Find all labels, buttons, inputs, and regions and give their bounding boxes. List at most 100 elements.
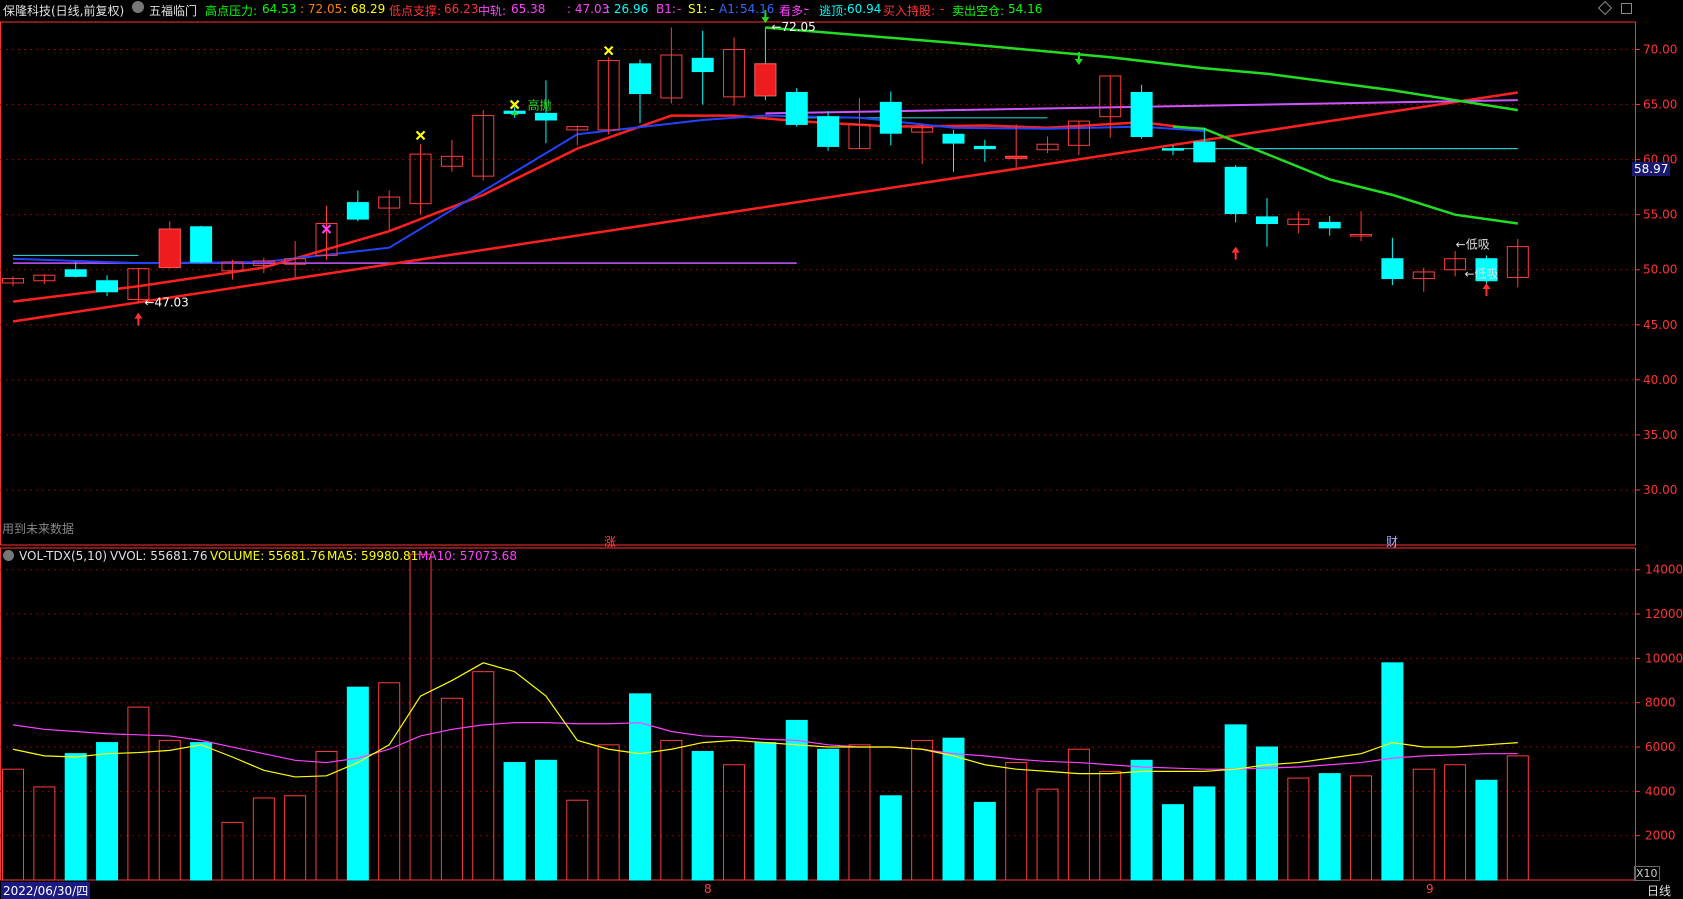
indicator-item-13: - [710, 2, 715, 16]
month-8: 8 [704, 882, 712, 896]
volume-bar [1475, 779, 1498, 881]
indicator-item-18: 逃顶: [819, 4, 848, 18]
vol-ma5: MA5: 59980.81 [327, 549, 419, 563]
indicator-item-14: A1: [719, 2, 739, 16]
current-price-label: 58.97 [1632, 162, 1671, 176]
up-arrow-icon [134, 312, 143, 326]
indicator-item-17: - [805, 2, 810, 16]
candle-body [785, 91, 808, 125]
indicator-item-20: 买入持股: [883, 4, 936, 18]
indicator-item-23: 54.16 [1008, 2, 1043, 16]
volume-bar [942, 737, 965, 881]
vol-name[interactable]: VOL-TDX(5,10) [19, 549, 108, 563]
price-tick-label: 40.00 [1643, 373, 1677, 387]
candle-body [96, 280, 119, 293]
volume-settings-icon[interactable] [3, 550, 14, 561]
candle-body [566, 126, 589, 131]
volume-bar [1381, 662, 1404, 881]
candle-body [409, 153, 432, 205]
candle-body [660, 54, 683, 99]
indicator-item-19: 60.94 [847, 2, 882, 16]
volume-bar [629, 693, 651, 881]
settings-icon[interactable] [132, 1, 144, 13]
candle-body [848, 123, 871, 150]
candle-body [1224, 166, 1247, 215]
volume-bar [1161, 804, 1184, 881]
candle-body [879, 101, 902, 134]
candle-body [221, 261, 244, 272]
date-label: 2022/06/30/四 [1, 882, 91, 899]
candle-body [346, 202, 369, 220]
indicator-item-10: B1: [656, 2, 676, 16]
volume-bar [534, 759, 557, 881]
volume-tick-label: 10000 [1645, 651, 1683, 665]
candle-body [1130, 91, 1153, 138]
period-label[interactable]: 日线 [1647, 884, 1672, 898]
candle-body [817, 116, 840, 147]
vol-ma5-line [12, 662, 1518, 778]
volume-bar [440, 697, 463, 881]
price-tick-label: 70.00 [1643, 43, 1677, 57]
price-tick-label: 50.00 [1643, 263, 1677, 277]
volume-bar [848, 744, 871, 881]
candle-body [378, 196, 401, 209]
indicator-item-2: : 72.05 [300, 2, 343, 16]
volume-bar [754, 742, 777, 881]
volume-bar [1130, 759, 1153, 881]
price-tick-label: 65.00 [1643, 98, 1677, 112]
candle-body [2, 278, 24, 284]
dixi-annotation-1: ←低吸 [1456, 237, 1490, 251]
volume-tick-label: 6000 [1645, 740, 1676, 754]
candle-body [597, 60, 620, 131]
price-tick-label: 30.00 [1643, 483, 1677, 497]
up-arrow-icon [1482, 282, 1491, 296]
volume-bar [346, 686, 369, 881]
candle-body [315, 222, 338, 256]
sell-x-icon [509, 99, 520, 110]
volume-bar [127, 706, 150, 881]
vol-ma10-line [12, 722, 1518, 770]
candle-body [1318, 221, 1341, 229]
month-9: 9 [1426, 882, 1434, 896]
candle-body-filled [1005, 155, 1028, 159]
volume-bar [1444, 764, 1467, 881]
volume-bar [284, 795, 307, 881]
indicator-item-21: - [940, 2, 945, 16]
volume-bar [221, 821, 244, 881]
volume-bar [1256, 746, 1278, 881]
price-tick-label: 35.00 [1643, 428, 1677, 442]
candle-body [33, 274, 56, 282]
price-tick-label: 45.00 [1643, 318, 1677, 332]
price-tick-label: 55.00 [1643, 208, 1677, 222]
candle-body [127, 268, 150, 300]
window-icon[interactable] [1621, 3, 1632, 14]
volume-bar [723, 764, 746, 881]
volume-bar [566, 799, 589, 881]
volume-bar [879, 795, 902, 881]
candle-body [1287, 218, 1310, 226]
volume-bar [64, 753, 87, 881]
candle-body [252, 260, 275, 266]
volume-tick-label: 4000 [1645, 784, 1676, 798]
volume-bar [660, 739, 683, 881]
x10-label[interactable]: X10 [1634, 866, 1660, 881]
small-arrow-icon [510, 111, 519, 116]
sell-x-icon [603, 45, 614, 56]
volume-bar [2, 768, 24, 881]
volume-bar [1193, 786, 1216, 881]
candle-body [911, 127, 934, 133]
volume-bar [158, 739, 181, 881]
indicator-name[interactable]: 五福临门 [149, 4, 198, 18]
candle-body [534, 112, 557, 121]
candle-body [942, 133, 965, 144]
vol-volume: VOLUME: 55681.76 [210, 549, 326, 563]
candle-body-filled [754, 63, 777, 97]
candle-body [1475, 258, 1498, 282]
volume-bar [472, 671, 495, 881]
volume-bar [1287, 777, 1310, 881]
stock-title: 保隆科技(日线,前复权) [3, 4, 125, 18]
candle-body [1256, 216, 1278, 224]
volume-bar [503, 762, 526, 881]
volume-bar [1036, 788, 1059, 881]
